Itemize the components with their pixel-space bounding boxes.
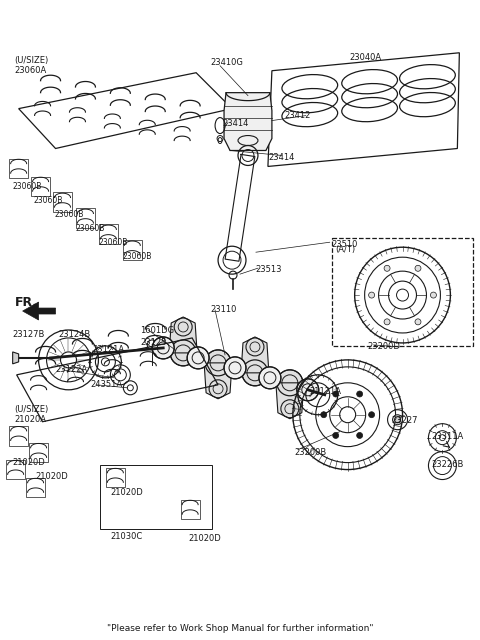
Text: 23122A: 23122A — [56, 365, 88, 374]
Bar — [31, 177, 50, 196]
Circle shape — [384, 319, 390, 325]
Bar — [180, 500, 200, 519]
Circle shape — [259, 367, 281, 389]
Text: 23510: 23510 — [332, 240, 358, 249]
Polygon shape — [276, 383, 304, 419]
Circle shape — [369, 412, 374, 418]
Text: 23414: 23414 — [268, 154, 294, 163]
Bar — [9, 159, 28, 179]
Bar — [99, 225, 118, 244]
Polygon shape — [204, 363, 232, 399]
Text: 23060B: 23060B — [98, 238, 128, 247]
Text: 23414: 23414 — [222, 118, 249, 127]
Polygon shape — [224, 93, 272, 150]
Bar — [106, 468, 125, 488]
Circle shape — [415, 319, 421, 325]
Text: 23200B: 23200B — [295, 447, 327, 456]
Polygon shape — [169, 317, 197, 353]
Circle shape — [205, 350, 231, 376]
Text: FR.: FR. — [15, 296, 38, 309]
Bar — [100, 465, 212, 529]
Text: "Please refer to Work Shop Manual for further information": "Please refer to Work Shop Manual for fu… — [107, 624, 373, 633]
Text: 23227: 23227 — [392, 416, 418, 425]
Text: 23121A: 23121A — [93, 345, 124, 354]
Bar — [9, 426, 28, 445]
Text: 21020D: 21020D — [188, 534, 221, 543]
Bar — [123, 241, 142, 260]
Circle shape — [333, 391, 339, 397]
Circle shape — [297, 379, 319, 401]
Bar — [332, 238, 473, 346]
Circle shape — [369, 292, 374, 298]
Circle shape — [224, 357, 246, 379]
Text: 23124B: 23124B — [59, 330, 91, 339]
Circle shape — [357, 433, 363, 438]
Text: 21020A: 21020A — [15, 415, 47, 424]
Text: 23410G: 23410G — [210, 58, 243, 67]
Text: 23040A: 23040A — [350, 52, 382, 62]
Bar — [29, 443, 48, 463]
Text: 21020D: 21020D — [36, 472, 68, 481]
Text: 23060B: 23060B — [55, 211, 84, 220]
Text: 21020D: 21020D — [12, 458, 46, 467]
Circle shape — [357, 391, 363, 397]
Bar — [53, 193, 72, 212]
Circle shape — [431, 292, 436, 298]
Text: 23060A: 23060A — [15, 66, 47, 75]
Text: 23060B: 23060B — [75, 224, 105, 233]
Bar — [6, 460, 25, 479]
Text: 1601DG: 1601DG — [140, 326, 174, 335]
Text: 23060B: 23060B — [122, 252, 152, 261]
Text: 23513: 23513 — [255, 265, 281, 274]
Text: (A/T): (A/T) — [336, 245, 356, 254]
Circle shape — [384, 266, 390, 271]
Polygon shape — [23, 302, 56, 320]
Text: 23060B: 23060B — [34, 196, 63, 205]
Polygon shape — [241, 337, 269, 373]
Text: 23200D: 23200D — [368, 342, 400, 351]
Text: 21030C: 21030C — [110, 532, 143, 541]
Circle shape — [415, 266, 421, 271]
Text: 23412: 23412 — [285, 111, 311, 120]
Text: 24351A: 24351A — [90, 380, 122, 389]
Text: 21020D: 21020D — [110, 488, 143, 497]
Bar — [26, 477, 45, 497]
Text: (U/SIZE): (U/SIZE) — [15, 404, 49, 413]
Circle shape — [393, 415, 403, 425]
Circle shape — [152, 337, 174, 359]
Text: 23125: 23125 — [140, 338, 167, 347]
Text: 23311A: 23311A — [432, 431, 464, 441]
Text: 23060B: 23060B — [12, 182, 42, 191]
Text: (U/SIZE): (U/SIZE) — [15, 56, 49, 65]
Bar — [76, 209, 95, 228]
Circle shape — [187, 347, 209, 369]
Circle shape — [321, 412, 327, 418]
Text: 23110: 23110 — [210, 305, 237, 314]
Text: 23127B: 23127B — [12, 330, 45, 339]
Text: 21121A: 21121A — [310, 387, 342, 396]
Circle shape — [333, 433, 339, 438]
Circle shape — [242, 360, 268, 386]
Circle shape — [170, 340, 196, 366]
Polygon shape — [12, 352, 19, 364]
Text: 23226B: 23226B — [432, 460, 464, 468]
Circle shape — [277, 370, 303, 396]
